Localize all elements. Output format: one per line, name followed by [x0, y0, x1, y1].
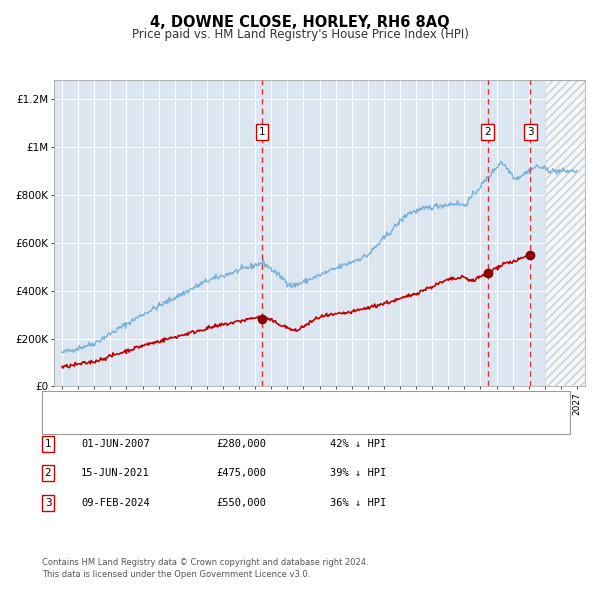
- Text: 36% ↓ HPI: 36% ↓ HPI: [330, 498, 386, 507]
- Text: HPI: Average price, detached house, Reigate and Banstead: HPI: Average price, detached house, Reig…: [93, 417, 401, 427]
- Text: 1: 1: [44, 439, 52, 448]
- Text: 3: 3: [44, 498, 52, 507]
- Text: 39% ↓ HPI: 39% ↓ HPI: [330, 468, 386, 478]
- Text: 2: 2: [484, 127, 491, 137]
- Text: 4, DOWNE CLOSE, HORLEY, RH6 8AQ: 4, DOWNE CLOSE, HORLEY, RH6 8AQ: [150, 15, 450, 30]
- Text: 3: 3: [527, 127, 534, 137]
- Text: 4, DOWNE CLOSE, HORLEY, RH6 8AQ (detached house): 4, DOWNE CLOSE, HORLEY, RH6 8AQ (detache…: [93, 398, 381, 408]
- Text: 42% ↓ HPI: 42% ↓ HPI: [330, 439, 386, 448]
- Text: 15-JUN-2021: 15-JUN-2021: [81, 468, 150, 478]
- Text: 09-FEB-2024: 09-FEB-2024: [81, 498, 150, 507]
- Text: £550,000: £550,000: [216, 498, 266, 507]
- Text: Contains HM Land Registry data © Crown copyright and database right 2024.
This d: Contains HM Land Registry data © Crown c…: [42, 558, 368, 579]
- Text: 2: 2: [44, 468, 52, 478]
- Text: £280,000: £280,000: [216, 439, 266, 448]
- Text: £475,000: £475,000: [216, 468, 266, 478]
- Text: Price paid vs. HM Land Registry's House Price Index (HPI): Price paid vs. HM Land Registry's House …: [131, 28, 469, 41]
- Text: 1: 1: [259, 127, 265, 137]
- Text: 01-JUN-2007: 01-JUN-2007: [81, 439, 150, 448]
